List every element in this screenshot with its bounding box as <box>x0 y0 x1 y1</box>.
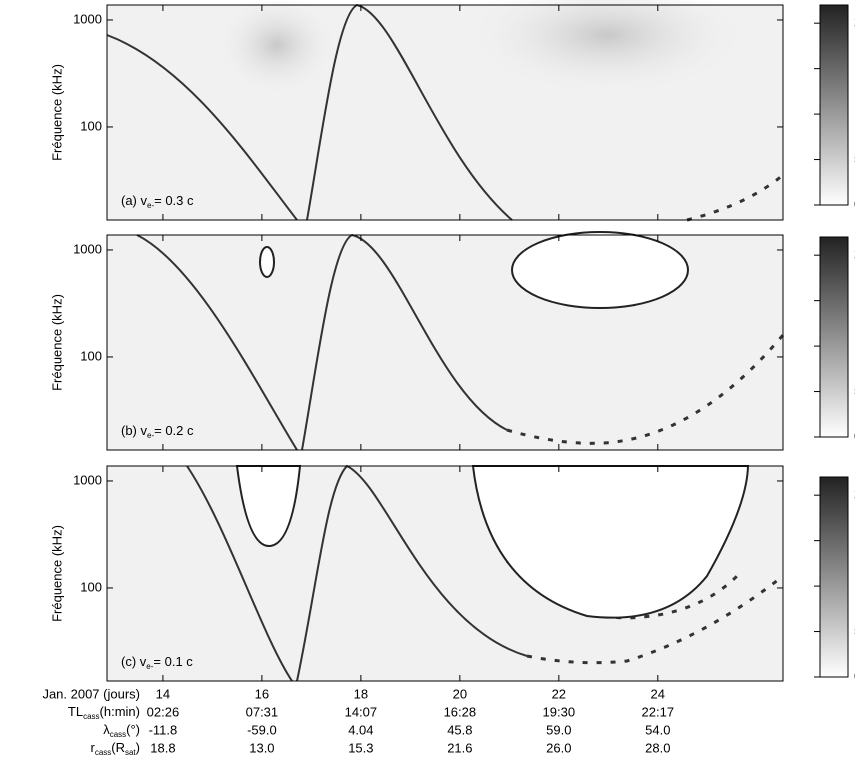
ephemeris-value: 14:07 <box>345 704 378 719</box>
ephemeris-value: 15.3 <box>348 740 373 755</box>
y-tick-label: 1000 <box>73 11 102 26</box>
label-text: λ <box>103 722 110 737</box>
label-rest: (°) <box>126 722 140 737</box>
label-sub: cass <box>110 730 126 739</box>
saturated-region <box>511 231 690 309</box>
ephemeris-value: 54.0 <box>645 722 670 737</box>
panel-label: (c) ve-= 0.1 c <box>121 654 193 671</box>
plot-frame <box>106 465 784 682</box>
plot-frame <box>106 4 784 221</box>
colorbar <box>819 4 849 206</box>
row-label: λcass(°) <box>103 722 140 739</box>
panel <box>106 0 784 222</box>
saturated-region <box>259 246 276 278</box>
label-rest: (R <box>111 740 125 755</box>
cutoff-curve <box>686 173 784 222</box>
panel-label: (b) ve-= 0.2 c <box>121 423 194 440</box>
y-tick-label: 100 <box>80 118 102 133</box>
saturated-region <box>471 465 750 619</box>
label-rest: (h:min) <box>100 704 140 719</box>
ephemeris-value: 22:17 <box>642 704 675 719</box>
colorbar <box>819 236 849 438</box>
y-tick-label: 1000 <box>73 241 102 256</box>
x-tick-label: 24 <box>651 686 665 701</box>
label-text: (c) v <box>121 654 147 669</box>
plot-frame <box>106 234 784 451</box>
label-sub: e- <box>146 662 153 671</box>
label-text: r <box>90 740 95 755</box>
y-tick-label: 100 <box>80 348 102 363</box>
saturated-region <box>235 465 302 548</box>
label-text: (a) v <box>121 193 148 208</box>
y-tick-label: 1000 <box>73 472 102 487</box>
label-rest: ) <box>136 740 140 755</box>
panel-label: (a) ve-= 0.3 c <box>121 193 194 210</box>
ephemeris-value: -59.0 <box>247 722 277 737</box>
ephemeris-value: 07:31 <box>246 704 279 719</box>
label-rest: = 0.2 c <box>154 423 194 438</box>
label-sub: sat <box>125 748 136 757</box>
ephemeris-value: 59.0 <box>546 722 571 737</box>
ephemeris-value: 45.8 <box>447 722 472 737</box>
cutoff-curve <box>506 334 785 445</box>
x-axis-label: Jan. 2007 (jours) <box>42 686 140 701</box>
intensity-blob <box>217 0 337 95</box>
colorbar <box>819 476 849 678</box>
ephemeris-value: 21.6 <box>447 740 472 755</box>
ephemeris-value: 4.04 <box>348 722 373 737</box>
ephemeris-value: 26.0 <box>546 740 571 755</box>
y-tick-label: 100 <box>80 579 102 594</box>
y-axis-label: Fréquence (kHz) <box>49 294 64 391</box>
intensity-blob <box>467 0 747 95</box>
y-axis-label: Fréquence (kHz) <box>49 64 64 161</box>
ephemeris-value: 13.0 <box>249 740 274 755</box>
cutoff-curve <box>136 234 298 451</box>
ephemeris-value: 18.8 <box>150 740 175 755</box>
x-tick-label: 16 <box>255 686 269 701</box>
cutoff-curve <box>526 574 784 665</box>
label-text: TL <box>68 704 83 719</box>
label-text: (b) v <box>121 423 148 438</box>
label-sub: e- <box>147 201 154 210</box>
x-tick-label: 20 <box>453 686 467 701</box>
label-sub: e- <box>147 431 154 440</box>
label-sub: cass <box>95 748 111 757</box>
ephemeris-value: 16:28 <box>444 704 477 719</box>
label-rest: = 0.3 c <box>154 193 194 208</box>
label-sub: cass <box>83 712 99 721</box>
x-tick-label: 22 <box>552 686 566 701</box>
label-rest: = 0.1 c <box>153 654 193 669</box>
ephemeris-value: 19:30 <box>543 704 576 719</box>
ephemeris-value: 28.0 <box>645 740 670 755</box>
x-tick-label: 18 <box>354 686 368 701</box>
cutoff-curve <box>106 34 298 221</box>
row-label: TLcass(h:min) <box>68 704 140 721</box>
panel <box>107 231 785 451</box>
cutoff-curve <box>186 465 293 682</box>
y-axis-label: Fréquence (kHz) <box>49 525 64 622</box>
x-tick-label: 14 <box>156 686 170 701</box>
ephemeris-value: -11.8 <box>149 722 178 737</box>
panel <box>107 464 784 682</box>
ephemeris-value: 02:26 <box>147 704 180 719</box>
row-label: rcass(Rsat) <box>90 740 140 757</box>
